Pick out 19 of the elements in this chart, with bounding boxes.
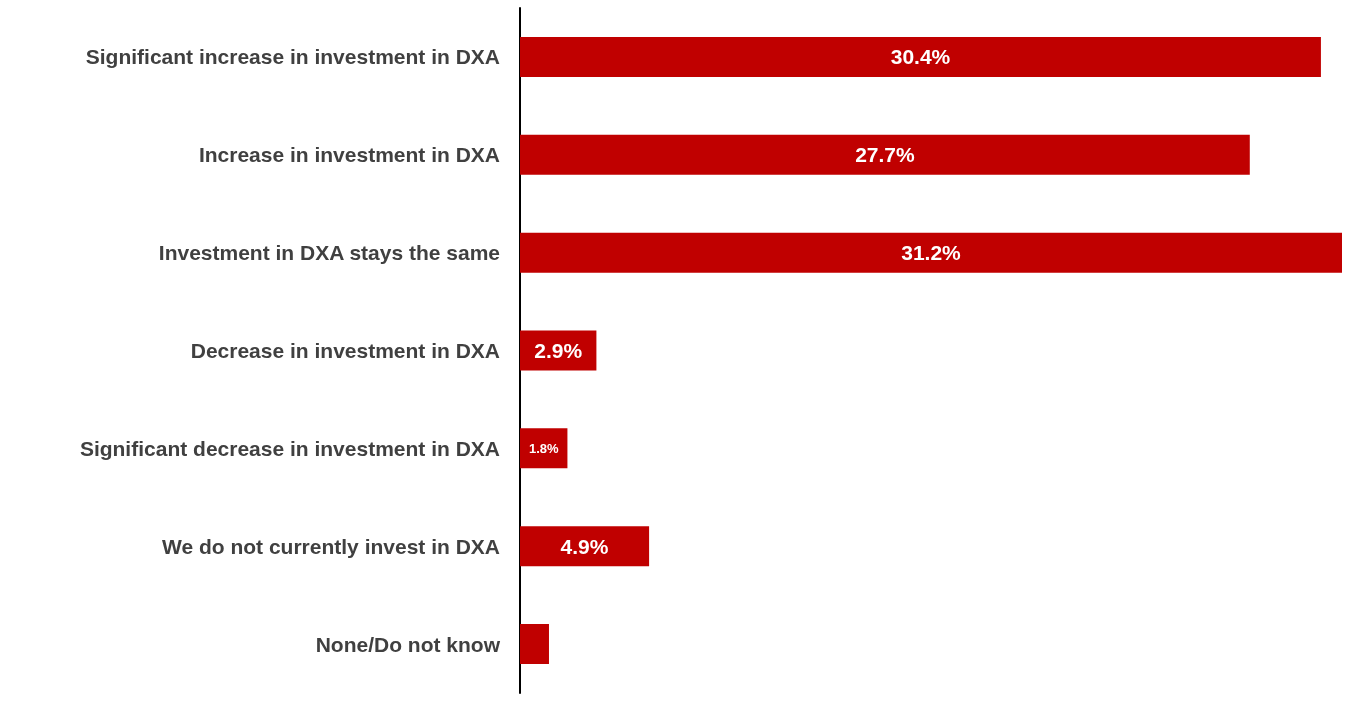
y-tick-label: Decrease in investment in DXA [190, 339, 500, 362]
y-tick-label: None/Do not know [315, 632, 501, 656]
y-tick-label: Increase in investment in DXA [198, 143, 500, 167]
data-label: 30.4% [890, 45, 951, 69]
bar [520, 232, 1342, 273]
bar [520, 36, 1321, 77]
data-label: 27.7% [855, 143, 915, 167]
data-label: 4.9% [560, 534, 609, 558]
bar [520, 134, 1250, 175]
data-label: 1.8% [528, 440, 559, 456]
y-tick-label: Significant increase in investment in DXA [85, 45, 500, 69]
y-tick-label: We do not currently invest in DXA [162, 534, 500, 558]
bar [520, 526, 650, 567]
data-label: 2.9% [534, 339, 583, 362]
y-tick-label: Investment in DXA stays the same [158, 241, 500, 265]
bar [520, 428, 568, 469]
y-tick-label: Significant decrease in investment in DXA [79, 436, 500, 460]
bar [520, 624, 549, 665]
data-label: 31.2% [901, 241, 962, 265]
